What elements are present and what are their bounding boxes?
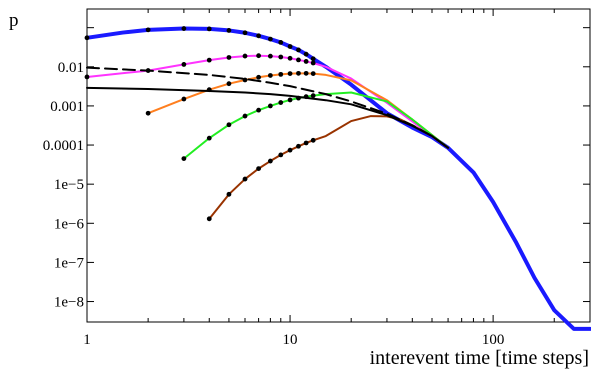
data-point-1 xyxy=(206,57,212,63)
data-point-2 xyxy=(242,77,248,83)
plot-frame xyxy=(86,8,591,323)
data-point-4 xyxy=(303,140,309,146)
x-tick-label: 100 xyxy=(482,332,505,348)
y-tick-label: 0.001 xyxy=(50,99,84,115)
data-point-4 xyxy=(267,158,273,164)
data-point-0 xyxy=(226,28,232,33)
data-point-0 xyxy=(296,47,301,53)
y-tick-label: 0.01 xyxy=(58,60,84,76)
series-line-6 xyxy=(86,86,450,149)
data-point-2 xyxy=(226,81,232,87)
data-point-1 xyxy=(145,68,151,73)
data-point-1 xyxy=(310,60,316,66)
data-point-1 xyxy=(296,57,301,63)
plot-curves xyxy=(85,26,591,331)
data-point-2 xyxy=(278,71,284,77)
data-point-1 xyxy=(84,74,90,80)
data-point-2 xyxy=(145,110,151,116)
data-point-2 xyxy=(303,70,309,76)
data-point-0 xyxy=(278,40,284,45)
data-point-3 xyxy=(296,95,301,101)
data-point-3 xyxy=(310,93,316,99)
y-tick-label: 0.0001 xyxy=(43,138,84,154)
data-point-2 xyxy=(310,71,316,76)
plot-markers xyxy=(84,26,316,222)
data-point-0 xyxy=(256,33,262,39)
data-point-0 xyxy=(206,26,212,32)
data-point-1 xyxy=(287,55,293,61)
data-point-1 xyxy=(242,53,248,59)
data-point-1 xyxy=(278,54,284,60)
data-point-3 xyxy=(256,107,262,113)
x-axis-label: interevent time [time steps] xyxy=(370,347,589,369)
data-point-0 xyxy=(267,36,273,42)
data-point-2 xyxy=(267,73,273,78)
data-point-2 xyxy=(287,71,293,76)
data-point-0 xyxy=(287,44,293,49)
series-line-2 xyxy=(147,72,450,149)
data-point-0 xyxy=(84,35,90,41)
y-axis-label: p xyxy=(9,10,19,31)
data-point-1 xyxy=(256,53,262,59)
data-point-3 xyxy=(206,135,212,141)
data-point-4 xyxy=(206,216,212,222)
y-tick-label: 1e−7 xyxy=(54,255,85,271)
data-point-2 xyxy=(181,96,187,102)
data-point-3 xyxy=(267,103,273,109)
data-point-4 xyxy=(242,176,248,182)
data-point-0 xyxy=(242,30,248,36)
data-point-3 xyxy=(287,97,293,103)
data-point-2 xyxy=(256,74,262,80)
data-point-0 xyxy=(303,51,309,57)
data-point-4 xyxy=(296,143,301,149)
data-point-1 xyxy=(303,59,309,64)
plot-axes xyxy=(86,8,591,323)
data-point-0 xyxy=(181,26,187,31)
data-point-0 xyxy=(145,27,151,33)
data-point-4 xyxy=(226,191,232,197)
data-point-3 xyxy=(278,100,284,105)
data-point-4 xyxy=(310,137,316,143)
data-point-1 xyxy=(226,55,232,60)
data-point-3 xyxy=(303,94,309,100)
y-tick-label: 1e−5 xyxy=(54,177,84,193)
data-point-0 xyxy=(310,56,316,62)
data-point-2 xyxy=(206,87,212,93)
data-point-4 xyxy=(278,152,284,158)
data-point-3 xyxy=(226,122,232,128)
data-point-4 xyxy=(287,147,293,153)
data-point-4 xyxy=(256,166,262,171)
x-tick-label: 10 xyxy=(283,332,298,348)
data-point-3 xyxy=(181,156,187,162)
series-line-4 xyxy=(208,115,450,220)
y-tick-label: 1e−8 xyxy=(54,295,84,311)
data-point-3 xyxy=(242,113,248,119)
data-point-1 xyxy=(181,62,187,67)
data-point-1 xyxy=(267,53,273,59)
y-tick-label: 1e−6 xyxy=(54,216,85,232)
x-tick-label: 1 xyxy=(83,332,91,348)
data-point-2 xyxy=(296,70,301,76)
tick-labels: 1 10 100 0.01 0.001 0.0001 1e−5 1e−6 1e−7 1e−8 xyxy=(43,60,505,348)
